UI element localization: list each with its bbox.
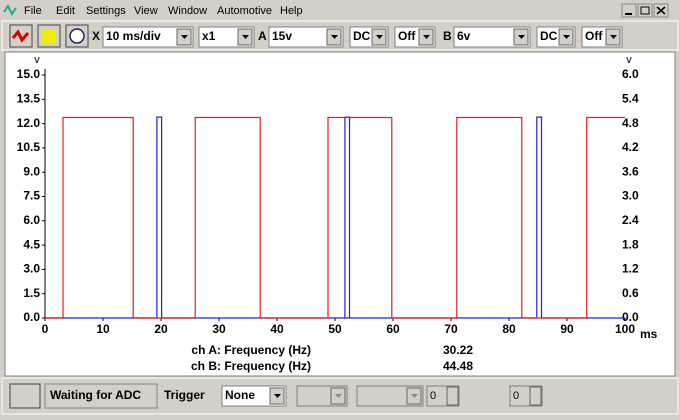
channel-label: A [258,29,267,43]
menu-item[interactable]: Window [168,5,207,17]
app-icon [3,4,17,16]
combo-text: Off [585,29,603,43]
y2-tick-label: 1.8 [622,237,639,251]
series-line [45,116,625,319]
y-tick-label: 9.0 [23,164,40,178]
y-tick-label: 6.0 [23,213,40,227]
x-tick-label: 30 [212,322,226,336]
window-buttons[interactable] [621,3,669,18]
spin-button[interactable] [529,386,542,406]
measurement-value: 44.48 [443,359,473,373]
combo-text: 15v [272,29,292,43]
combo-arrow [423,35,430,39]
combo-arrow [274,394,281,398]
tool-icon [42,30,56,43]
measurement-label: ch A: Frequency (Hz) [191,343,311,357]
y-tick-label: 10.5 [17,140,41,154]
plot-panel [4,51,676,377]
y2-tick-label: 2.4 [622,213,639,227]
y2-tick-label: 4.8 [622,116,639,130]
combo-arrow [331,35,338,39]
y2-tick-label: 4.2 [622,140,639,154]
x-tick-label: 80 [502,322,516,336]
y2-tick-label: 0.6 [622,286,639,300]
x-tick-label: 20 [154,322,168,336]
combo-text: 10 ms/div [106,29,161,43]
x-tick-label: 50 [328,322,342,336]
x-tick-label: 90 [560,322,574,336]
combo-text: DC [540,29,558,43]
channel-label: B [443,29,452,43]
x-tick-label: 70 [444,322,458,336]
y2-tick-label: 1.2 [622,262,639,276]
status-box [44,383,158,409]
y-tick-label: 7.5 [23,189,40,203]
measurement-value: 30.22 [443,343,473,357]
spin-button[interactable] [446,386,459,406]
combo-box[interactable] [453,26,531,48]
y2-tick-label: 3.0 [622,189,639,203]
tool-icon [69,28,85,44]
combo-text: 6v [457,29,471,43]
menu-item[interactable]: Edit [56,5,75,17]
status-button[interactable] [9,383,41,409]
combo-arrow [376,35,383,39]
y-tick-label: 3.0 [23,262,40,276]
combo-arrow [563,35,570,39]
trigger-label: Trigger [164,388,205,402]
y2-tick-label: 3.6 [622,164,639,178]
y2-tick-label: 5.4 [622,91,639,105]
menu-item[interactable]: Help [280,5,303,17]
x-tick-label: 60 [386,322,400,336]
combo-text: x1 [202,29,216,43]
y-tick-label: 4.5 [23,237,40,251]
x-axis-label: ms [640,327,658,341]
combo-box[interactable] [102,26,194,48]
status-text: Waiting for ADC [50,388,141,402]
combo-box[interactable] [268,26,344,48]
combo-arrow [610,35,617,39]
y-tick-label: 12.0 [17,116,41,130]
spin-text: 0 [513,390,519,402]
menu-item[interactable]: Automotive [217,5,272,17]
combo-text: None [225,388,255,402]
y2-tick-label: 0.0 [622,310,639,324]
x-tick-label: 100 [615,322,635,336]
y-axis-label: v [34,54,40,66]
combo-arrow [181,35,188,39]
x-tick-label: 10 [96,322,110,336]
measurement-label: ch B: Frequency (Hz) [191,359,311,373]
y2-axis-label: v [626,54,632,66]
y-tick-label: 1.5 [23,286,40,300]
combo-arrow [335,394,342,398]
x-tick-label: 0 [42,322,49,336]
y2-tick-label: 6.0 [622,67,639,81]
combo-text: Off [398,29,416,43]
menu-item[interactable]: File [24,5,42,17]
combo-arrow [518,35,525,39]
y-tick-label: 13.5 [17,91,41,105]
menu-item[interactable]: Settings [86,5,126,17]
combo-arrow [411,394,418,398]
spin-text: 0 [430,390,436,402]
combo-text: DC [353,29,371,43]
y-tick-label: 0.0 [23,310,40,324]
x-label: X [92,29,100,43]
tool-icon [11,29,30,43]
x-tick-label: 40 [270,322,284,336]
y-tick-label: 15.0 [17,67,41,81]
menu-item[interactable]: View [134,5,158,17]
combo-arrow [242,35,249,39]
